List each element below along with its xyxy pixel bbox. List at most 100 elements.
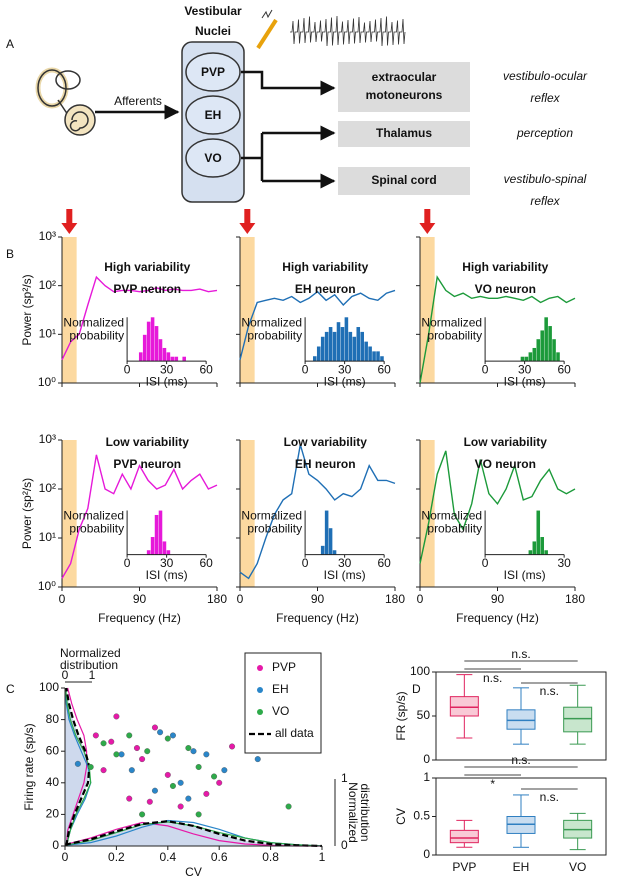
function-label: reflex bbox=[530, 91, 560, 105]
inset-x-label: ISI (ms) bbox=[504, 568, 546, 582]
y-tick-label: 100 bbox=[410, 664, 430, 678]
histogram-bar bbox=[556, 352, 560, 362]
y-tick-label: 10⁰ bbox=[38, 579, 56, 593]
scatter-point bbox=[113, 751, 120, 758]
histogram-bar bbox=[182, 356, 186, 362]
scatter-point bbox=[164, 771, 171, 778]
x-tick-label: VO bbox=[569, 860, 586, 874]
x-tick-label: 1 bbox=[319, 850, 326, 864]
x-tick-label: PVP bbox=[452, 860, 476, 874]
inset-x-tick-label: 0 bbox=[482, 556, 489, 570]
histogram-bar bbox=[324, 510, 329, 555]
legend-marker bbox=[257, 709, 263, 715]
histogram-bar bbox=[146, 321, 151, 362]
scatter-point bbox=[146, 798, 153, 805]
scatter-point bbox=[139, 756, 146, 763]
histogram-bar bbox=[540, 537, 544, 555]
spike-trace bbox=[290, 15, 406, 47]
y-tick-label: 0 bbox=[52, 838, 59, 852]
target-box bbox=[338, 121, 470, 147]
inset-y-label: Normalized bbox=[63, 315, 124, 329]
legend-label: EH bbox=[272, 682, 289, 696]
scatter-point bbox=[139, 811, 146, 818]
histogram-bar bbox=[536, 510, 541, 555]
histogram-bar bbox=[360, 331, 364, 362]
x-tick-label: 90 bbox=[133, 592, 147, 606]
histogram-bar bbox=[532, 541, 537, 555]
y-tick-label: 10² bbox=[39, 278, 56, 292]
y-axis-label: Power (sp²/s) bbox=[20, 478, 34, 549]
significance-label: n.s. bbox=[483, 671, 502, 685]
histogram-bar bbox=[356, 327, 361, 362]
fr-density-area bbox=[65, 688, 90, 846]
panel-label: B bbox=[6, 247, 14, 261]
plot-title: EH neuron bbox=[295, 457, 356, 471]
y-axis-label: Firing rate (sp/s) bbox=[22, 723, 36, 810]
scatter-point bbox=[216, 779, 223, 786]
histogram-bar bbox=[158, 339, 163, 362]
plot-title: High variability bbox=[104, 260, 190, 274]
inset-x-tick-label: 0 bbox=[302, 362, 309, 376]
shaded-band bbox=[62, 440, 77, 587]
y-axis-label: FR (sp/s) bbox=[394, 691, 408, 740]
histogram-bar bbox=[348, 331, 353, 362]
function-label: vestibulo-spinal bbox=[504, 172, 587, 186]
scatter-point bbox=[169, 732, 176, 739]
scatter-point bbox=[151, 787, 158, 794]
inset-x-tick-label: 60 bbox=[377, 556, 391, 570]
significance-label: n.s. bbox=[540, 790, 559, 804]
y-tick-label: 100 bbox=[39, 680, 59, 694]
panel-label: D bbox=[412, 682, 421, 696]
legend-label: all data bbox=[275, 726, 314, 740]
x-tick-label: 0 bbox=[62, 850, 69, 864]
y-tick-label: 10¹ bbox=[39, 530, 56, 544]
histogram-bar bbox=[313, 356, 317, 362]
scatter-point bbox=[92, 732, 99, 739]
histogram-bar bbox=[138, 352, 143, 362]
red-arrow bbox=[239, 209, 256, 234]
inset-x-tick-label: 60 bbox=[377, 362, 391, 376]
scatter-point bbox=[195, 764, 202, 771]
plot-title: PVP neuron bbox=[113, 457, 181, 471]
histogram-bar bbox=[170, 356, 175, 362]
projections bbox=[241, 70, 336, 189]
scatter-point bbox=[100, 767, 107, 774]
legend-label: VO bbox=[272, 704, 289, 718]
density-label: Normalized bbox=[346, 782, 360, 843]
target-label: Spinal cord bbox=[371, 173, 436, 187]
x-axis-label: Frequency (Hz) bbox=[98, 611, 181, 625]
box bbox=[449, 696, 479, 717]
y-tick-label: 0.5 bbox=[413, 809, 430, 823]
x-axis-label: Frequency (Hz) bbox=[456, 611, 539, 625]
box bbox=[449, 829, 479, 844]
scatter-point bbox=[87, 764, 94, 771]
histogram-bar bbox=[162, 347, 167, 362]
scatter-point bbox=[133, 745, 140, 752]
function-label: vestibulo-ocular bbox=[503, 69, 588, 83]
histogram-bar bbox=[328, 327, 333, 362]
plot-title: High variability bbox=[282, 260, 368, 274]
inset-y-label: Normalized bbox=[421, 315, 482, 329]
histogram-bar bbox=[316, 346, 321, 362]
histogram-bar bbox=[380, 356, 384, 362]
inset-axis bbox=[126, 510, 207, 556]
scatter-point bbox=[144, 748, 151, 755]
scatter-point bbox=[190, 748, 197, 755]
inset-x-tick-label: 0 bbox=[124, 362, 131, 376]
scatter-point bbox=[128, 767, 135, 774]
panel-label: C bbox=[6, 682, 15, 696]
histogram-bar bbox=[150, 317, 155, 362]
shaded-band bbox=[240, 237, 255, 383]
spectrum-line bbox=[419, 450, 576, 564]
box bbox=[506, 709, 536, 730]
histogram-bar bbox=[320, 336, 325, 362]
shaded-band bbox=[420, 440, 435, 587]
y-tick-label: 10⁰ bbox=[38, 375, 56, 389]
inset-x-label: ISI (ms) bbox=[324, 568, 366, 582]
y-tick-label: 10¹ bbox=[39, 327, 56, 341]
target-box bbox=[338, 167, 470, 195]
inset-x-tick-label: 30 bbox=[518, 362, 532, 376]
y-tick-label: 20 bbox=[46, 807, 60, 821]
density-label: distribution bbox=[358, 783, 372, 841]
histogram-bar bbox=[324, 331, 329, 362]
